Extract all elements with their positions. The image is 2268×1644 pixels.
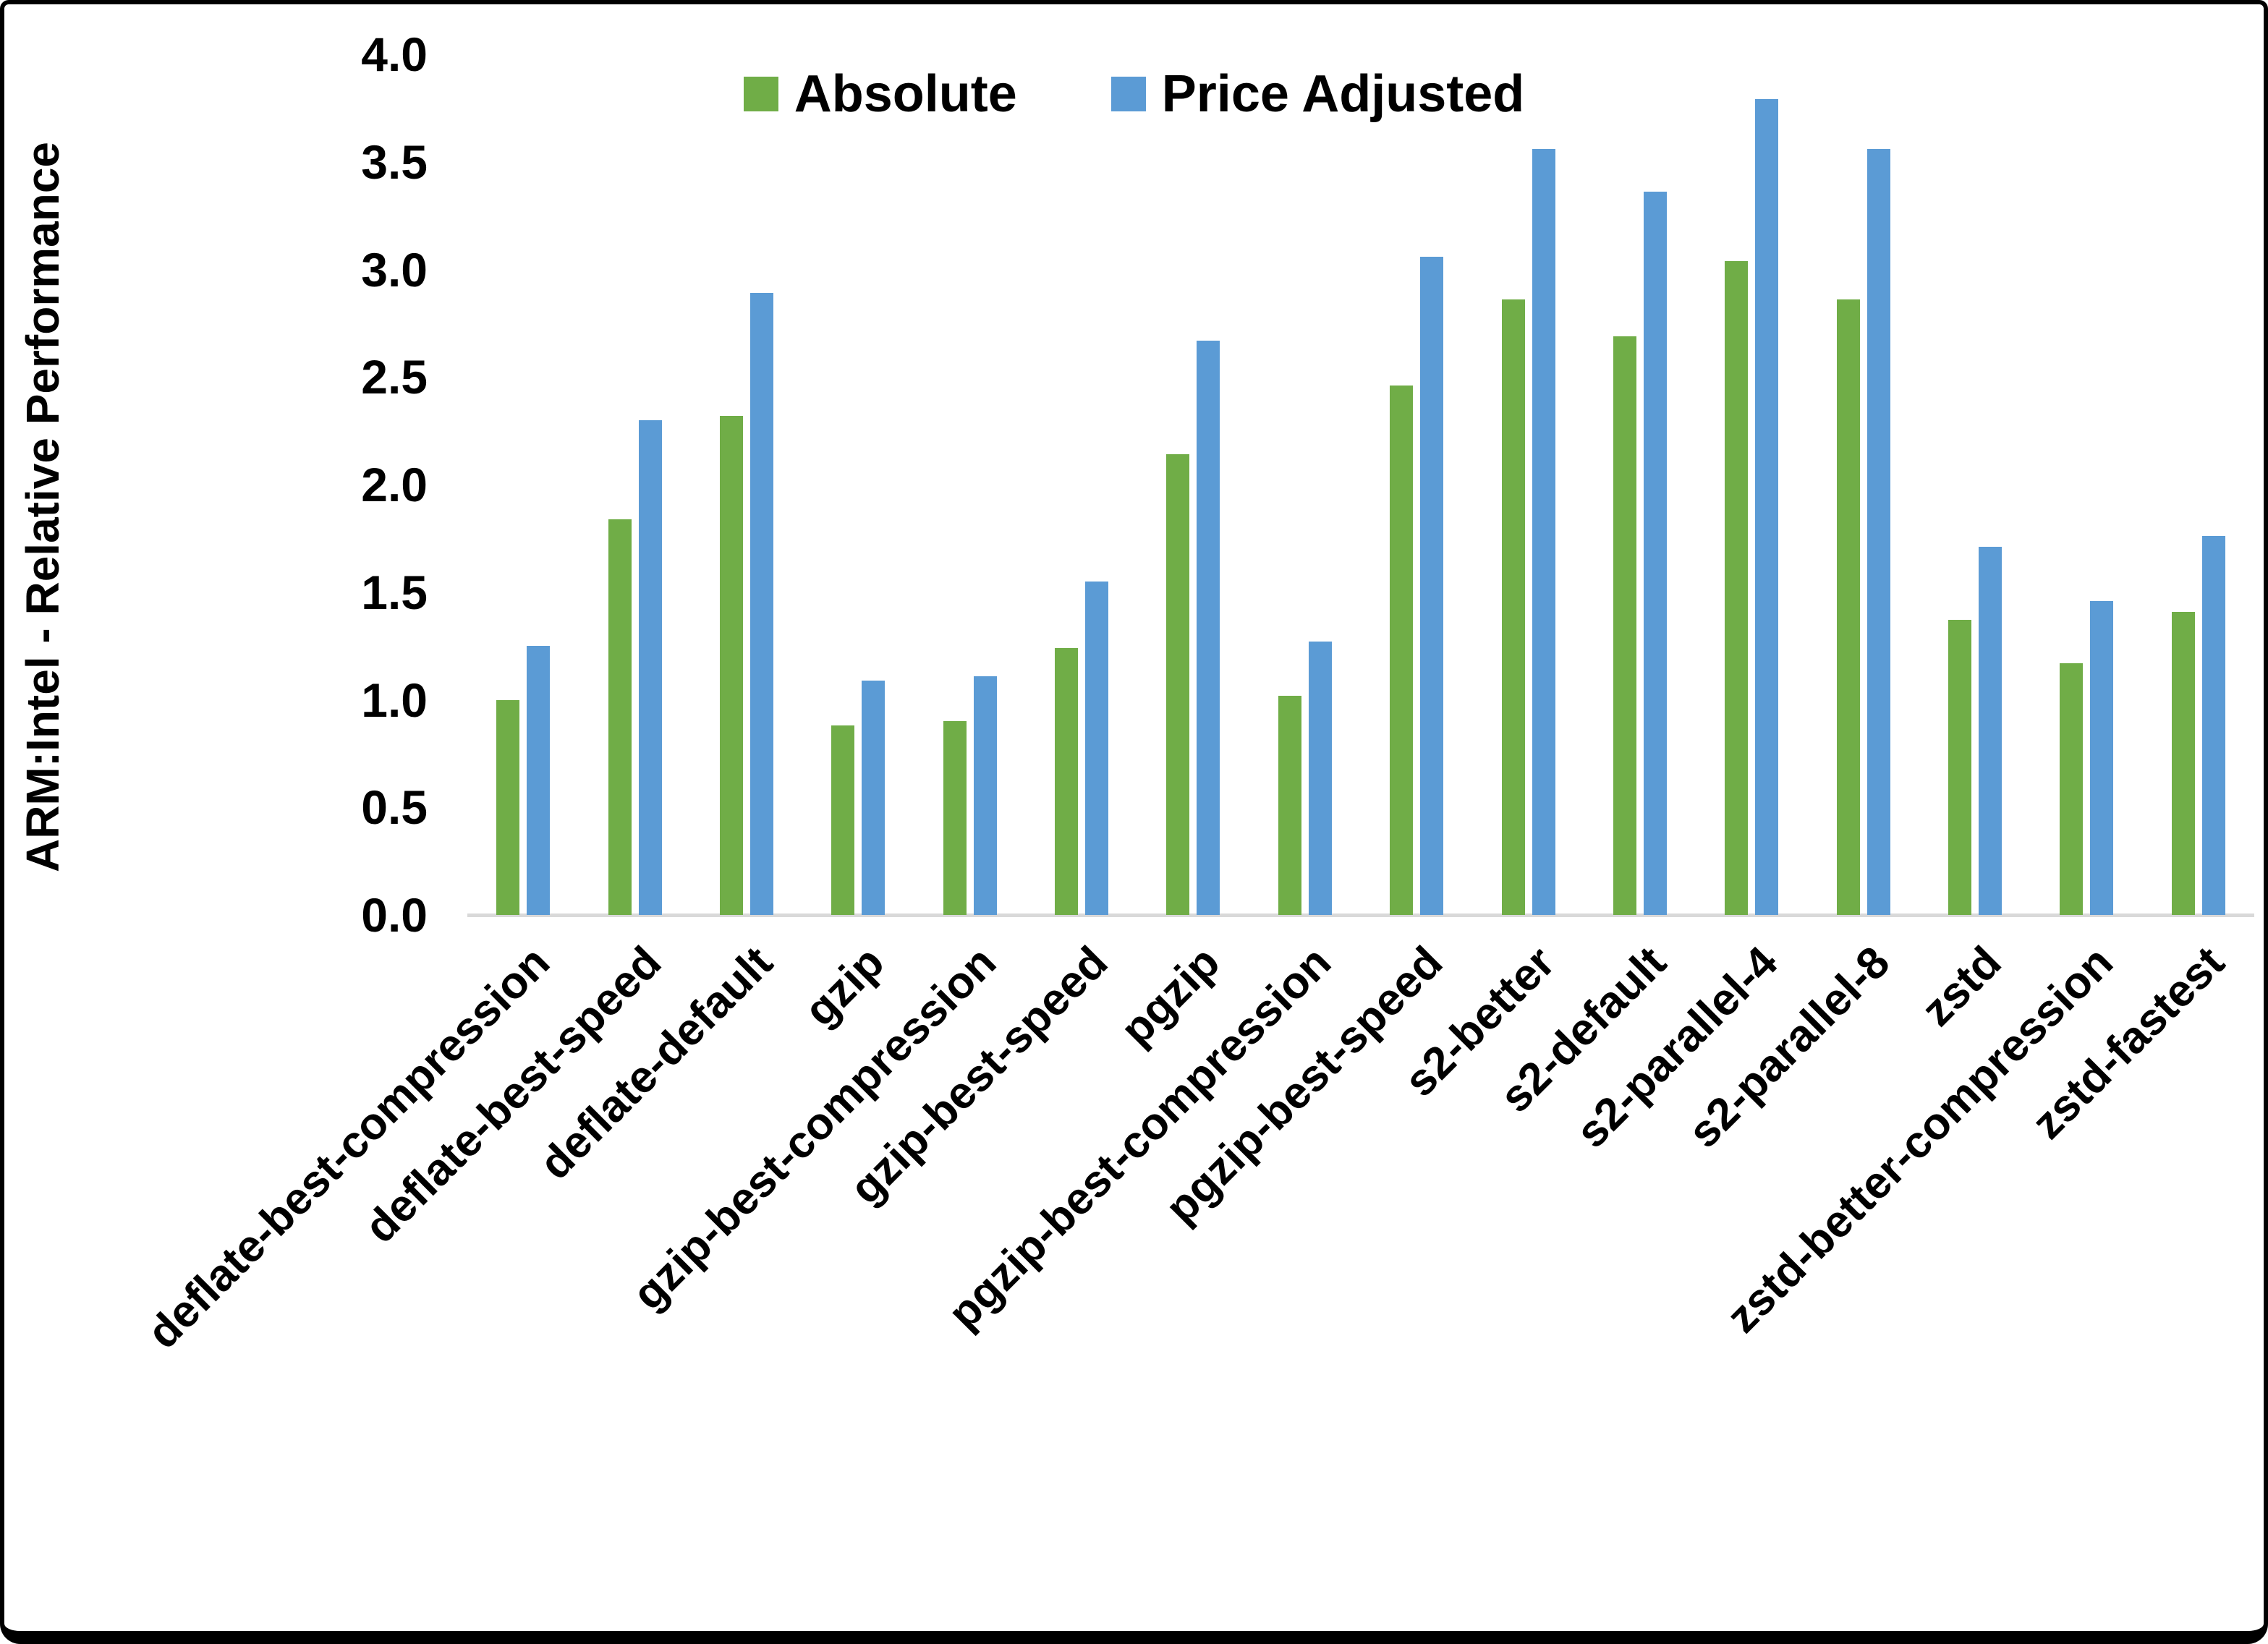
bar-group: s2-parallel-8	[1679, 54, 1919, 1157]
bar-group: deflate-best-speed	[355, 54, 690, 1253]
bar-pair	[1278, 54, 1332, 915]
bar-group: gzip-best-speed	[841, 54, 1137, 1214]
bar-price-adjusted	[1532, 148, 1555, 915]
bar-group: gzip-best-compression	[624, 54, 1026, 1319]
bar-groups: deflate-best-compression deflate-best-spe…	[137, 54, 2254, 1358]
bar-pair	[1613, 54, 1667, 915]
bar-pair	[943, 54, 997, 915]
bar-pair	[1948, 54, 2002, 915]
y-axis-tick-label: 1.0	[361, 673, 428, 727]
bar-group: pgzip-best-compression	[939, 54, 1361, 1339]
bar-group: deflate-best-compression	[137, 54, 579, 1358]
bar-absolute	[943, 721, 967, 915]
x-axis-line	[467, 913, 2254, 917]
bar-pair	[1055, 54, 1109, 915]
y-axis-tick-label: 3.0	[361, 242, 428, 297]
bar-absolute	[1725, 260, 1749, 915]
y-axis-tick-label: 4.0	[361, 27, 428, 81]
bar-price-adjusted	[1755, 99, 1779, 915]
bar-price-adjusted	[1420, 256, 1444, 915]
bar-pair	[496, 54, 551, 915]
y-axis-tick-label: 2.0	[361, 458, 428, 511]
bar-pair	[1501, 54, 1555, 915]
x-axis-label: gzip	[795, 937, 894, 1036]
bar-price-adjusted	[973, 676, 997, 915]
y-axis-tick-label: 0.5	[361, 780, 428, 835]
x-axis-label: zstd	[1912, 937, 2011, 1036]
bar-pair	[1166, 54, 1220, 915]
bar-absolute	[1613, 336, 1636, 915]
bar-price-adjusted	[1308, 642, 1332, 915]
bar-absolute	[1948, 620, 1972, 915]
bar-absolute	[1836, 299, 1860, 915]
bar-absolute	[2060, 663, 2084, 915]
bar-absolute	[1278, 695, 1301, 915]
bar-price-adjusted	[2201, 536, 2225, 915]
bar-pair	[1836, 54, 1890, 915]
bar-group: pgzip-best-speed	[1156, 54, 1472, 1233]
y-axis-tick-label: 3.5	[361, 135, 428, 189]
bar-group: s2-parallel-4	[1567, 54, 1807, 1157]
bar-price-adjusted	[1085, 581, 1109, 915]
bar-pair	[1390, 54, 1444, 915]
bar-pair	[2171, 54, 2225, 915]
bar-price-adjusted	[749, 293, 773, 915]
bar-group: zstd	[1912, 54, 2031, 1036]
bar-group: pgzip	[1111, 54, 1249, 1055]
bar-pair	[719, 54, 773, 915]
bar-pair	[831, 54, 885, 915]
bar-group: zstd-fastest	[2023, 54, 2254, 1149]
bar-pair	[2060, 54, 2114, 915]
bar-absolute	[831, 725, 855, 915]
bar-price-adjusted	[1197, 340, 1220, 915]
bar-price-adjusted	[527, 646, 551, 915]
bar-absolute	[608, 519, 632, 915]
bar-group: gzip	[795, 54, 914, 1036]
bar-price-adjusted	[1643, 192, 1667, 915]
bar-absolute	[1501, 299, 1525, 915]
bar-group: s2-default	[1491, 54, 1696, 1123]
bar-absolute	[2171, 611, 2195, 915]
y-axis-tick-label: 2.5	[361, 350, 428, 404]
bar-price-adjusted	[1979, 547, 2002, 915]
bar-price-adjusted	[862, 680, 885, 915]
bar-price-adjusted	[2090, 600, 2114, 915]
bar-pair	[608, 54, 662, 915]
bar-group: deflate-default	[530, 54, 802, 1189]
bar-absolute	[719, 415, 743, 915]
bar-pair	[1725, 54, 1779, 915]
plot-area: deflate-best-compression deflate-best-spe…	[137, 54, 2254, 1358]
bar-group: s2-better	[1395, 54, 1584, 1107]
bar-absolute	[1166, 454, 1190, 915]
y-axis-ticks: 4.0 3.5 3.0 2.5 2.0 1.5 1.0 0.5 0.0	[4, 28, 428, 941]
y-axis-tick-label: 1.5	[361, 565, 428, 619]
bar-absolute	[1055, 648, 1079, 915]
y-axis-tick-label: 0.0	[361, 888, 428, 942]
bar-group: zstd-better-compression	[1717, 54, 2142, 1342]
bar-price-adjusted	[1866, 148, 1890, 915]
bar-absolute	[496, 699, 520, 915]
bar-price-adjusted	[638, 419, 662, 915]
bar-absolute	[1390, 386, 1414, 915]
